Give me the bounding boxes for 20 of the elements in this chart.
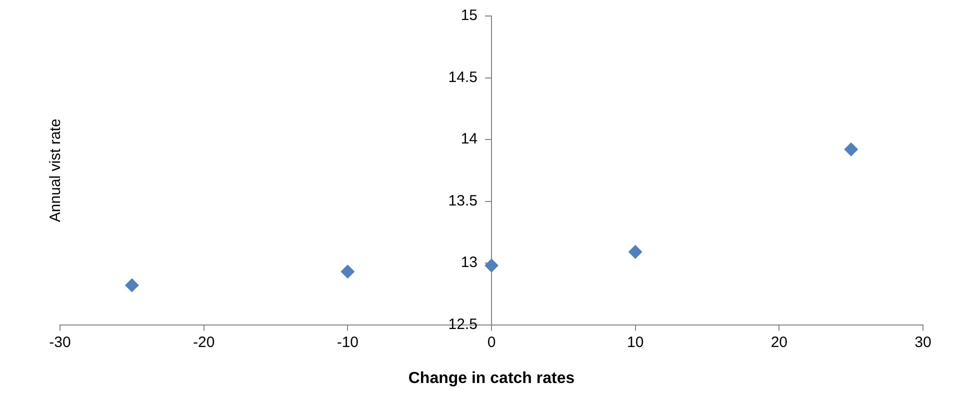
y-tick-label: 15 <box>460 7 478 24</box>
y-tick-label: 13.5 <box>448 192 478 210</box>
x-tick-label: -10 <box>336 334 359 351</box>
x-tick-label: -20 <box>192 334 215 351</box>
point <box>844 142 858 156</box>
point <box>628 244 642 259</box>
x-axis-title: Change in catch rates <box>408 370 575 387</box>
x-tick-label: 20 <box>770 334 788 351</box>
y-tick-label: 14.5 <box>448 68 478 86</box>
x-tick-label: 30 <box>914 334 932 351</box>
y-tick-label: 13 <box>460 254 478 272</box>
point <box>340 264 355 279</box>
x-tick-label: 0 <box>487 334 496 351</box>
y-axis-title: Annual vist rate <box>47 118 64 222</box>
y-tick-label: 12.5 <box>448 316 478 333</box>
point <box>124 278 139 292</box>
x-tick-label: -30 <box>49 334 71 351</box>
point <box>484 258 498 273</box>
x-tick-label: 10 <box>626 334 644 351</box>
y-tick-label: 14 <box>460 130 478 148</box>
